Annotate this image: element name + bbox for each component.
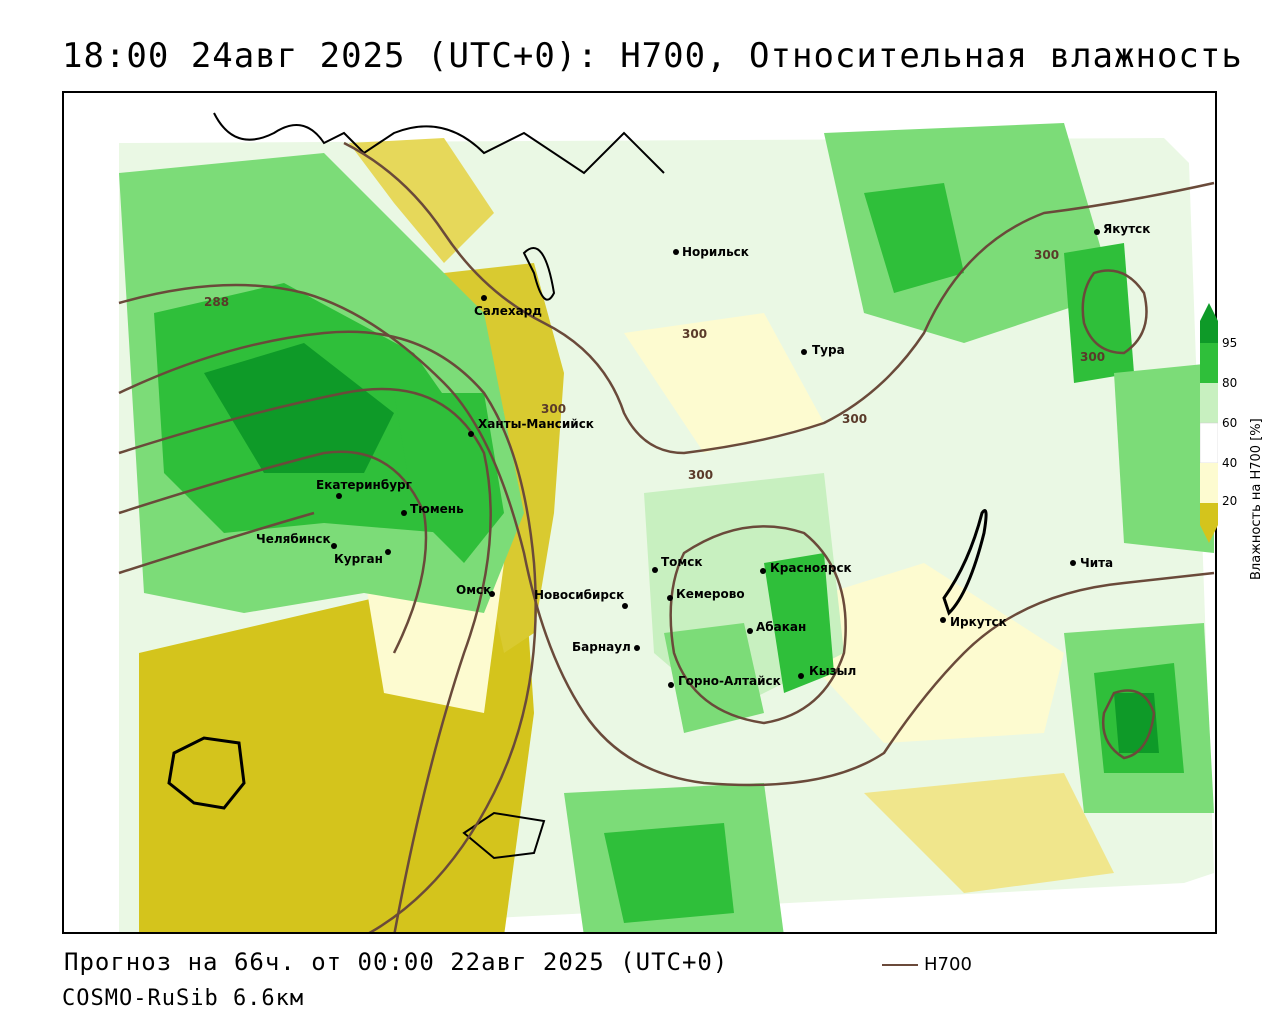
city-label: Омск (456, 583, 491, 597)
lake-balkhash (167, 736, 246, 810)
wet-area-east (1114, 363, 1214, 553)
dry-area-kazakhstan (139, 673, 424, 932)
contour-label: 300 (682, 327, 707, 341)
very-wet-area-krasnoyarsk (764, 553, 834, 693)
city-label: Тюмень (410, 502, 464, 516)
arctic-coastline (213, 112, 665, 175)
contour-label: 300 (842, 412, 867, 426)
colorbar-tick: 95 (1222, 336, 1238, 350)
city-label: Барнаул (572, 640, 631, 654)
h700-contours (118, 141, 1215, 932)
city-markers: Норильск Якутск Салехард Тура Ханты-Манс… (256, 222, 1150, 688)
forecast-info: Прогноз на 66ч. от 00:00 22авг 2025 (UTC… (64, 948, 729, 976)
city-label: Абакан (756, 620, 806, 634)
city-label: Чита (1080, 556, 1113, 570)
map-title: 18:00 24авг 2025 (UTC+0): H700, Относите… (62, 36, 1243, 76)
lake-baikal (942, 509, 988, 616)
colorbar-tick: 20 (1222, 494, 1238, 508)
city-label: Ханты-Мансийск (478, 417, 594, 431)
colorbar-title-text: Влажность на H700 [%] (1249, 418, 1264, 580)
humidity-map: 288 300 300 300 300 300 300 Норильск Яку… (64, 93, 1215, 932)
city-label: Иркутск (950, 615, 1007, 629)
contour-label: 300 (541, 402, 566, 416)
city-label: Курган (334, 552, 383, 566)
city-label: Горно-Алтайск (678, 674, 781, 688)
contour-label: 300 (1080, 350, 1105, 364)
colorbar-title: Влажность на H700 [%] (1249, 418, 1264, 580)
very-wet-area-north-east (864, 183, 964, 293)
very-wet-area-yakutsk (1064, 243, 1134, 383)
colorbar-tick: 40 (1222, 456, 1238, 470)
city-label: Новосибирск (534, 588, 624, 602)
city-label: Кызыл (809, 664, 856, 678)
city-label: Кемерово (676, 587, 745, 601)
city-label: Челябинск (256, 532, 331, 546)
light-area-central (624, 313, 824, 453)
city-label: Салехард (474, 304, 542, 318)
coastline-lake-south (462, 811, 546, 860)
contour-label: 300 (688, 468, 713, 482)
h700-legend-label: H700 (924, 954, 972, 975)
humidity-colorbar (1200, 303, 1218, 543)
city-label: Екатеринбург (316, 478, 412, 492)
city-label: Красноярск (770, 561, 852, 575)
colorbar-tick: 80 (1222, 376, 1238, 390)
contour-label: 300 (1034, 248, 1059, 262)
very-wet-area-south (604, 823, 734, 923)
very-wet-area-khanty (394, 393, 504, 563)
city-label: Якутск (1103, 222, 1150, 236)
saturated-area-urals (204, 343, 394, 473)
wet-area-altai (664, 623, 764, 733)
model-name: COSMO-RuSib 6.6км (62, 986, 305, 1011)
h700-legend: H700 (882, 954, 972, 975)
city-label: Тура (812, 343, 845, 357)
city-label: Норильск (682, 245, 749, 259)
ob-gulf (522, 247, 556, 301)
colorbar-tick: 60 (1222, 416, 1238, 430)
contour-label: 288 (204, 295, 229, 309)
h700-legend-line (882, 963, 918, 966)
light-area-china (864, 773, 1114, 893)
city-label: Томск (661, 555, 703, 569)
map-panel: 288 300 300 300 300 300 300 Норильск Яку… (62, 91, 1217, 934)
